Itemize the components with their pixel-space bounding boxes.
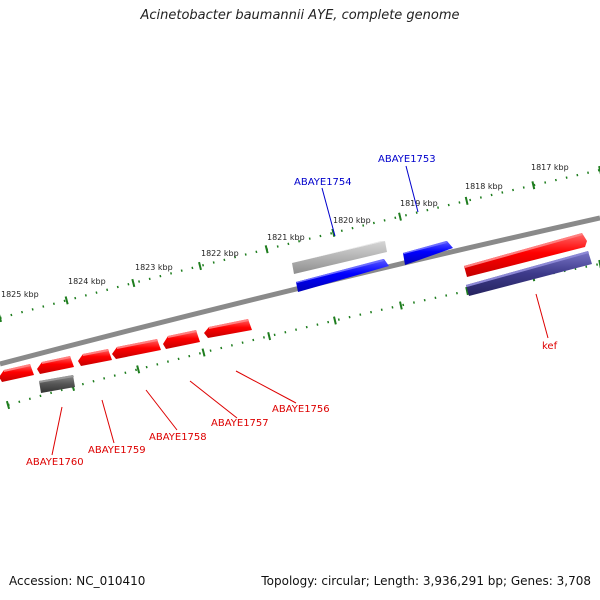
tick-label-1819: 1819 kbp — [400, 199, 438, 208]
outer-tick-ring: 1817 kbp 1818 kbp 1819 kbp 1820 kbp 1821… — [0, 163, 600, 323]
tick-label-1824: 1824 kbp — [68, 277, 106, 286]
inner-major-tick — [598, 259, 600, 269]
gene-abaye1756[interactable] — [204, 319, 252, 338]
gene-label-abaye1757[interactable]: ABAYE1757 — [189, 380, 269, 429]
outer-major-tick — [598, 165, 600, 175]
gene-label-abaye1759[interactable]: ABAYE1759 — [88, 399, 146, 456]
outer-tick-track — [0, 168, 600, 320]
lower-gene-track — [0, 319, 252, 393]
tick-label-1823: 1823 kbp — [135, 263, 173, 272]
svg-text:ABAYE1753: ABAYE1753 — [378, 154, 436, 165]
gene-abaye1759[interactable] — [78, 349, 112, 366]
outer-major-tick — [264, 245, 269, 254]
gene-label-abaye1760[interactable]: ABAYE1760 — [26, 406, 84, 468]
gene-label-kef[interactable]: kef — [535, 293, 558, 352]
gene-abaye1754-pseudo[interactable] — [292, 241, 387, 274]
outer-major-tick — [464, 196, 469, 205]
outer-major-tick — [0, 314, 2, 323]
inner-major-tick — [136, 365, 141, 374]
gene-abaye1760[interactable] — [37, 356, 74, 374]
tick-label-1820: 1820 kbp — [333, 216, 371, 225]
tick-label-1822: 1822 kbp — [201, 249, 239, 258]
gene-kef-forward[interactable] — [464, 233, 587, 277]
gene-left-edge[interactable] — [0, 364, 34, 382]
svg-text:ABAYE1760: ABAYE1760 — [26, 457, 84, 468]
outer-major-tick — [198, 261, 202, 271]
accession-text: Accession: NC_010410 — [9, 574, 146, 588]
upper-gene-track — [292, 233, 592, 296]
tick-label-1818: 1818 kbp — [465, 182, 503, 191]
outer-major-tick — [398, 212, 402, 221]
map-title: Acinetobacter baumannii AYE, complete ge… — [140, 8, 460, 23]
gene-abaye1754[interactable] — [296, 259, 389, 292]
gene-label-abaye1756[interactable]: ABAYE1756 — [235, 370, 330, 415]
svg-text:ABAYE1758: ABAYE1758 — [149, 432, 207, 443]
gene-label-abaye1754[interactable]: ABAYE1754 — [294, 177, 352, 237]
tick-label-1817: 1817 kbp — [531, 163, 569, 172]
tick-label-1821: 1821 kbp — [267, 233, 305, 242]
gene-kef-purple[interactable] — [466, 251, 592, 296]
inner-major-tick — [201, 348, 206, 357]
genome-stats-text: Topology: circular; Length: 3,936,291 bp… — [261, 574, 591, 588]
gene-abaye1757[interactable] — [163, 330, 200, 349]
gene-abaye1753[interactable] — [403, 241, 453, 265]
outer-major-tick — [64, 296, 69, 305]
inner-major-tick — [333, 316, 337, 325]
gene-label-abaye1753[interactable]: ABAYE1753 — [378, 154, 436, 213]
gene-abaye1758[interactable] — [112, 339, 161, 359]
outer-major-tick — [131, 278, 136, 288]
gene-labels: ABAYE1753 ABAYE1754 kef ABAYE1756 ABAYE1… — [26, 154, 558, 468]
svg-text:ABAYE1754: ABAYE1754 — [294, 177, 352, 188]
svg-text:ABAYE1757: ABAYE1757 — [211, 418, 269, 429]
svg-text:kef: kef — [542, 341, 558, 352]
inner-major-tick — [267, 332, 272, 341]
outer-major-tick — [331, 228, 336, 237]
svg-text:ABAYE1759: ABAYE1759 — [88, 445, 146, 456]
gene-label-abaye1758[interactable]: ABAYE1758 — [145, 389, 207, 443]
tick-label-1825: 1825 kbp — [1, 290, 39, 299]
inner-major-tick — [465, 286, 469, 296]
inner-major-tick — [399, 301, 403, 310]
outer-major-tick — [531, 181, 536, 190]
inner-major-tick — [5, 400, 11, 410]
gene-abaye1760-dark[interactable] — [39, 375, 75, 393]
svg-text:ABAYE1756: ABAYE1756 — [272, 404, 330, 415]
